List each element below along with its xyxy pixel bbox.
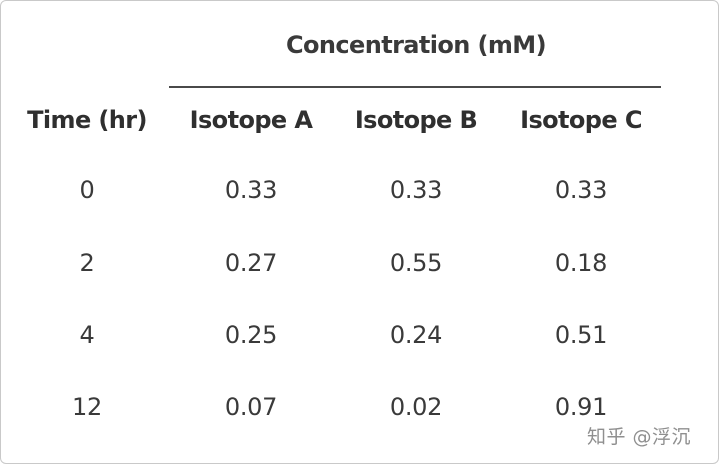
cell-time: 12 (72, 393, 102, 421)
cell-time: 2 (79, 249, 95, 277)
watermark: 知乎 @浮沉 (587, 426, 692, 448)
cell-isotope-c: 0.18 (554, 249, 608, 277)
column-header-isotope-c: Isotope C (520, 106, 642, 134)
cell-isotope-c: 0.33 (554, 176, 608, 204)
header-divider (169, 86, 661, 88)
column-header-time: Time (hr) (27, 106, 147, 134)
column-header-isotope-a: Isotope A (189, 106, 313, 134)
cell-isotope-a: 0.25 (224, 321, 278, 349)
cell-isotope-a: 0.07 (224, 393, 278, 421)
group-header-concentration: Concentration (mM) (286, 31, 547, 59)
cell-time: 0 (79, 176, 95, 204)
cell-isotope-a: 0.33 (224, 176, 278, 204)
cell-isotope-b: 0.24 (389, 321, 443, 349)
cell-isotope-b: 0.55 (389, 249, 443, 277)
cell-isotope-c: 0.91 (554, 393, 608, 421)
column-header-isotope-b: Isotope B (354, 106, 478, 134)
cell-time: 4 (79, 321, 95, 349)
cell-isotope-c: 0.51 (554, 321, 608, 349)
cell-isotope-b: 0.02 (389, 393, 443, 421)
cell-isotope-a: 0.27 (224, 249, 278, 277)
cell-isotope-b: 0.33 (389, 176, 443, 204)
